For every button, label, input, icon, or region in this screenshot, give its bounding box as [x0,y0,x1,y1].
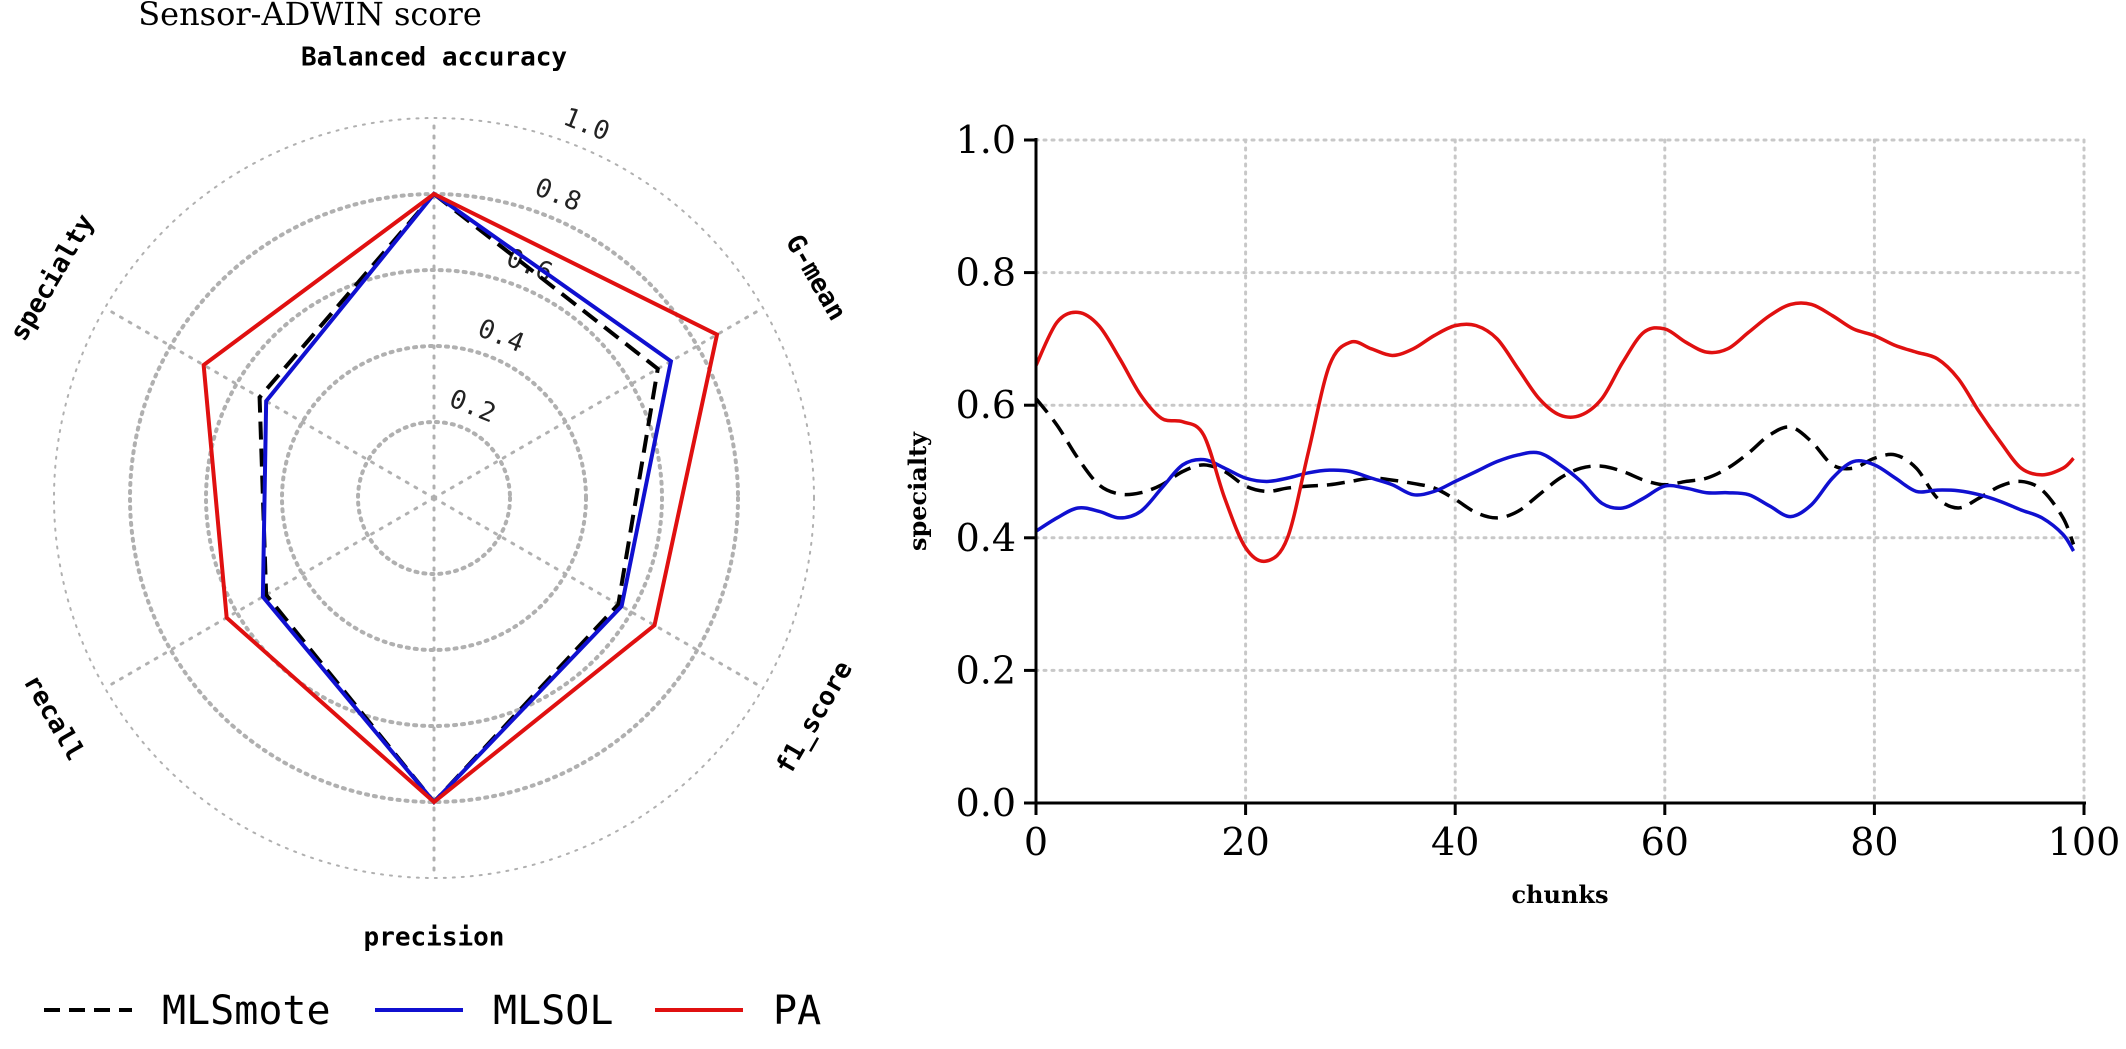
radar-grid-circle [204,268,664,728]
x-tick-label: 100 [2048,820,2121,864]
radar-spoke [103,496,436,690]
radar-rtick-label: 1.0 [559,102,614,147]
figure-title: Sensor-ADWIN score [138,0,482,33]
y-tick-label: 0.2 [956,648,1016,692]
legend: MLSmote MLSOL PA [44,988,821,1034]
radar-axis-label: Balanced accuracy [301,43,567,73]
x-tick-label: 0 [1024,820,1048,864]
legend-label-mlsol: MLSOL [493,988,613,1034]
radar-spoke [103,306,436,500]
radar-grid-circle [53,117,815,879]
radar-series-pa [201,191,720,805]
radar-axis-label: precision [364,923,505,953]
radar-axis-label: f1_score [770,656,859,779]
radar-spoke [432,306,765,500]
radar-series-mlsmote [257,191,660,806]
radar-spoke [432,496,765,690]
line-series-mlsmote [1034,397,2076,546]
y-tick-label: 0.6 [956,383,1016,427]
radar-axis-label: specialty [4,209,100,346]
legend-label-pa: PA [773,988,821,1034]
x-tick-label: 20 [1221,820,1269,864]
line-series-pa [1034,301,2075,564]
x-axis-label: chunks [1511,880,1608,909]
radar-axis-label: recall [17,670,90,766]
y-tick-label: 0.0 [956,781,1016,825]
y-axis-label: specialty [903,431,932,551]
x-tick-label: 40 [1431,820,1479,864]
radar-axis-label: G-mean [779,230,852,326]
x-tick-label: 60 [1641,820,1689,864]
line-series-mlsol [1035,450,2076,552]
legend-label-mlsmote: MLSmote [162,988,331,1034]
line-chart: 0 20 40 60 80 100 0.0 0.2 0.4 0.6 0.8 1.0 chunks spec… [903,118,2120,909]
radar-grid-circle [356,420,512,576]
radar-rtick-label: 0.4 [474,314,529,359]
y-tick-label: 0.4 [956,516,1016,560]
y-tick-label: 0.8 [956,251,1016,295]
radar-series-mlsol [260,191,674,805]
x-tick-label: 80 [1850,820,1898,864]
y-tick-label: 1.0 [956,118,1016,162]
